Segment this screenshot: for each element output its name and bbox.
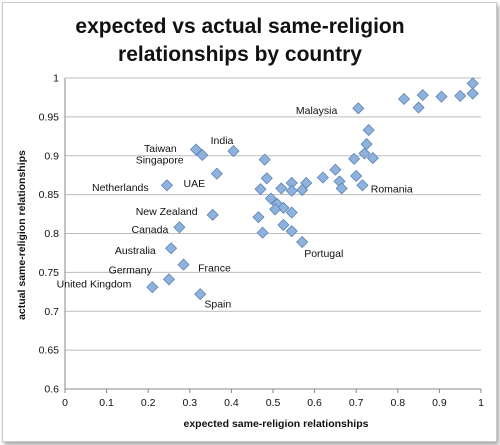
country-label: Germany bbox=[109, 264, 153, 276]
y-tick-label: 0.7 bbox=[44, 306, 59, 318]
data-point bbox=[366, 152, 379, 165]
data-point bbox=[316, 171, 329, 184]
data-point bbox=[466, 77, 479, 90]
data-point bbox=[177, 258, 190, 271]
data-point bbox=[285, 206, 298, 219]
country-label: New Zealand bbox=[136, 206, 198, 218]
data-point bbox=[397, 92, 411, 106]
y-tick-label: 0.75 bbox=[39, 267, 60, 279]
country-label: Romania bbox=[371, 183, 413, 195]
y-tick-label: 0.85 bbox=[39, 189, 60, 201]
x-tick-label: 0.4 bbox=[224, 397, 239, 409]
data-point bbox=[352, 102, 365, 115]
data-point bbox=[189, 143, 203, 156]
data-point bbox=[256, 226, 269, 239]
data-point bbox=[358, 147, 371, 160]
gridlines bbox=[65, 77, 481, 351]
country-label: Portugal bbox=[304, 248, 343, 260]
data-point bbox=[160, 179, 173, 192]
data-point bbox=[277, 218, 290, 232]
data-point bbox=[264, 192, 277, 205]
country-label: Canada bbox=[132, 224, 169, 236]
x-tick-label: 0.7 bbox=[349, 397, 364, 409]
country-label: United Kingdom bbox=[57, 278, 132, 290]
country-label: Singapore bbox=[136, 155, 184, 167]
data-point bbox=[258, 153, 271, 166]
y-tick-label: 0.95 bbox=[39, 111, 60, 123]
x-tick-label: 0 bbox=[62, 397, 68, 409]
scatter-chart: expected vs actual same-religion relatio… bbox=[16, 15, 485, 430]
data-point bbox=[285, 225, 298, 238]
data-point bbox=[252, 211, 265, 224]
data-point bbox=[173, 221, 186, 234]
data-point bbox=[165, 242, 178, 255]
country-label: Spain bbox=[204, 298, 231, 310]
data-point bbox=[350, 169, 363, 183]
data-point bbox=[416, 89, 429, 102]
chart-title-line-2: relationships by country bbox=[118, 43, 362, 66]
data-point bbox=[275, 182, 288, 195]
country-label: Australia bbox=[115, 245, 156, 257]
axes bbox=[64, 78, 482, 393]
country-label: Taiwan bbox=[144, 143, 177, 155]
x-tick-label: 0.8 bbox=[390, 397, 405, 409]
y-tick-label: 0.9 bbox=[44, 150, 59, 162]
x-tick-label: 0.6 bbox=[307, 397, 322, 409]
country-label: Malaysia bbox=[296, 105, 338, 117]
data-points bbox=[146, 77, 479, 301]
country-label: France bbox=[198, 263, 231, 275]
data-point bbox=[269, 203, 282, 216]
tick-labels: 0.6 0.65 0.7 0.75 0.8 0.85 0.9 0.95 1 0 0.1 0.2 0.3 0… bbox=[39, 73, 485, 410]
y-tick-label: 0.65 bbox=[39, 345, 60, 357]
data-point bbox=[466, 87, 479, 100]
x-axis-title: expected same-religion relationships bbox=[184, 418, 369, 430]
x-tick-label: 0.3 bbox=[182, 397, 197, 409]
data-point bbox=[329, 163, 342, 176]
data-point bbox=[296, 183, 309, 197]
data-point bbox=[412, 101, 425, 114]
country-label: UAE bbox=[184, 178, 206, 190]
x-tick-label: 0.5 bbox=[266, 397, 281, 409]
data-point bbox=[260, 172, 273, 185]
chart-frame: expected vs actual same-religion relatio… bbox=[2, 2, 497, 442]
data-point bbox=[162, 273, 176, 286]
y-tick-label: 1 bbox=[53, 73, 59, 85]
data-point bbox=[360, 138, 373, 151]
chart-title-line-1: expected vs actual same-religion bbox=[75, 15, 404, 38]
x-tick-label: 0.2 bbox=[141, 397, 156, 409]
data-point bbox=[206, 208, 219, 221]
data-point bbox=[285, 184, 298, 197]
x-tick-label: 0.9 bbox=[432, 397, 447, 409]
data-point bbox=[254, 183, 267, 196]
data-point bbox=[196, 148, 209, 162]
y-axis-title: actual same-religion relationships bbox=[16, 150, 28, 320]
data-point bbox=[210, 167, 223, 180]
y-tick-label: 0.6 bbox=[44, 384, 59, 396]
data-point bbox=[454, 89, 467, 102]
data-point bbox=[362, 124, 375, 137]
data-point bbox=[335, 182, 348, 195]
x-tick-label: 0.1 bbox=[99, 397, 114, 409]
y-tick-label: 0.8 bbox=[44, 228, 59, 240]
data-point bbox=[435, 90, 448, 103]
x-tick-label: 1 bbox=[478, 397, 484, 409]
data-point bbox=[227, 145, 240, 158]
data-point bbox=[348, 152, 361, 165]
data-point bbox=[146, 281, 159, 294]
data-point bbox=[296, 235, 309, 249]
data-point bbox=[277, 201, 290, 214]
country-label: India bbox=[211, 135, 234, 147]
data-point bbox=[356, 179, 369, 192]
country-label: Netherlands bbox=[92, 182, 149, 194]
data-point bbox=[194, 288, 207, 301]
